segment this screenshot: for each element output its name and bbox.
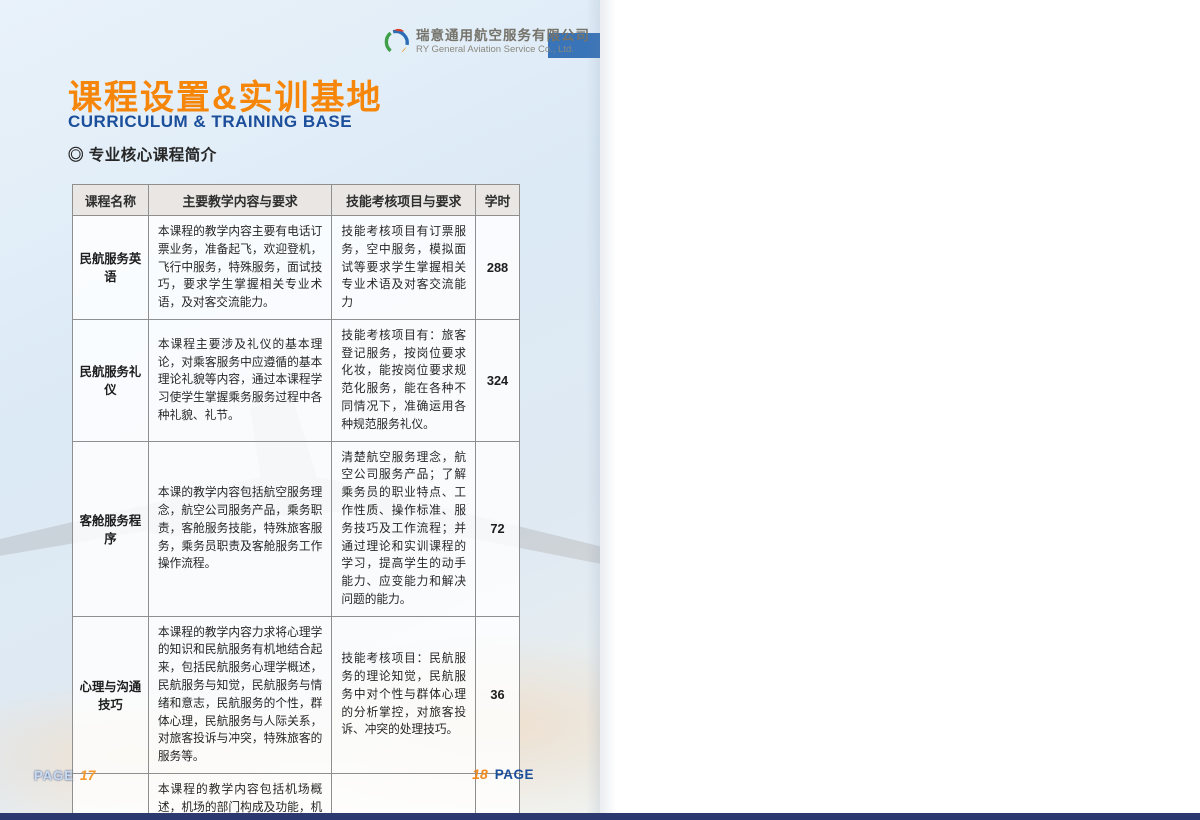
course-name-cell: 民航服务英语 — [72, 215, 149, 320]
course-hours-cell: 288 — [475, 215, 520, 320]
course-name-cell: 客舱服务程序 — [72, 440, 149, 617]
course-content-cell: 本课的教学内容包括航空服务理念，航空公司服务产品，乘务职责，客舱服务技能，特殊旅… — [147, 440, 333, 617]
header-hours: 学时 — [475, 184, 520, 216]
course-table-header-row: 课程名称 主要教学内容与要求 技能考核项目与要求 学时 — [72, 184, 520, 216]
course-assessment-cell: 技能考核项目：民航服务的理论知觉，民航服务中对个性与群体心理的分析掌控，对旅客投… — [331, 615, 477, 774]
left-page-label: PAGE — [34, 768, 74, 783]
course-hours-cell: 72 — [475, 440, 520, 617]
course-hours-cell: 324 — [475, 318, 520, 442]
course-content-cell: 本课程的教学内容主要有电话订票业务，准备起飞，欢迎登机，飞行中服务，特殊服务，面… — [147, 215, 333, 320]
course-row: 民航服务礼仪 本课程主要涉及礼仪的基本理论，对乘客服务中应遵循的基本理论礼貌等内… — [72, 318, 520, 442]
header-course-name: 课程名称 — [72, 184, 149, 216]
course-content-cell: 本课程的教学内容力求将心理学的知识和民航服务有机地结合起来，包括民航服务心理学概… — [147, 615, 333, 774]
course-row: 客舱服务程序 本课的教学内容包括航空服务理念，航空公司服务产品，乘务职责，客舱服… — [72, 440, 520, 617]
left-page-number: PAGE 17 — [34, 767, 95, 783]
right-page: 瑞意通用航空服务有限公司 RY General Aviation Service… — [0, 0, 600, 820]
course-assessment-cell: 清楚航空服务理念，航空公司服务产品；了解乘务员的职业特点、工作性质、操作标准、服… — [331, 440, 477, 617]
right-header-blue-bar — [548, 33, 600, 58]
right-page-num: 18 — [472, 766, 488, 782]
right-page-subtitle: CURRICULUM & TRAINING BASE — [68, 112, 353, 131]
course-content-cell: 本课程主要涉及礼仪的基本理论，对乘客服务中应遵循的基本理论礼貌等内容，通过本课程… — [147, 318, 333, 442]
course-hours-cell: 36 — [475, 615, 520, 774]
company-logo-icon — [384, 28, 409, 53]
header-skill-assessment: 技能考核项目与要求 — [331, 184, 477, 216]
company-name-en: RY General Aviation Service Co., Ltd. — [416, 43, 574, 55]
course-table: 课程名称 主要教学内容与要求 技能考核项目与要求 学时 民航服务英语 本课程的教… — [72, 184, 520, 820]
course-name-cell: 心理与沟通技巧 — [72, 615, 149, 774]
right-page-label: PAGE — [494, 767, 534, 782]
course-assessment-cell: 技能考核项目有订票服务，空中服务，模拟面试等要求学生掌握相关专业术语及对客交流能… — [331, 215, 477, 320]
right-page-number: 18 PAGE — [472, 766, 534, 782]
course-row: 民航服务英语 本课程的教学内容主要有电话订票业务，准备起飞，欢迎登机，飞行中服务… — [72, 215, 520, 320]
course-name-cell: 民航服务礼仪 — [72, 318, 149, 442]
course-row: 心理与沟通技巧 本课程的教学内容力求将心理学的知识和民航服务有机地结合起来，包括… — [72, 615, 520, 774]
company-brand-right: 瑞意通用航空服务有限公司 RY General Aviation Service… — [383, 28, 590, 55]
company-name-zh: 瑞意通用航空服务有限公司 — [416, 28, 590, 44]
header-teaching-content: 主要教学内容与要求 — [147, 184, 333, 216]
course-assessment-cell: 技能考核项目有：旅客登记服务，按岗位要求化妆，能按岗位要求规范化服务，能在各种不… — [331, 318, 477, 442]
right-page-title: 课程设置&实训基地 — [68, 79, 383, 117]
left-page-num: 17 — [79, 767, 96, 783]
company-name-block: 瑞意通用航空服务有限公司 RY General Aviation Service… — [416, 28, 590, 55]
curriculum-section-heading: ◎ 专业核心课程简介 — [68, 147, 217, 164]
bottom-navy-strip — [0, 813, 1200, 820]
